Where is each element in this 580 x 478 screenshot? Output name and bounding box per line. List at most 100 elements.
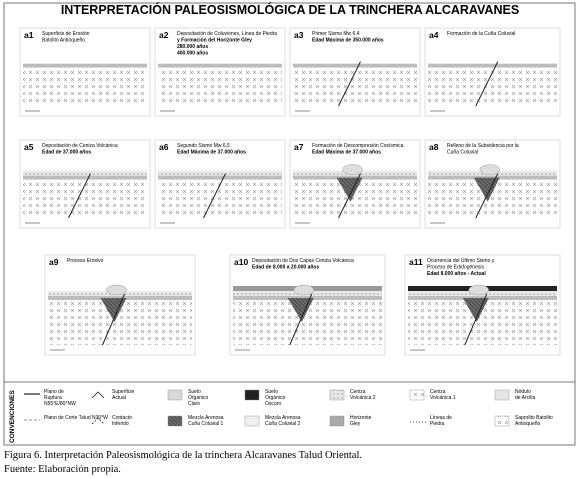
panel-text: Edad 8.000 años - Actual [427,271,486,277]
legend-label: Orgánico [188,395,209,401]
panel-text: Edad de 37.000 años [42,150,91,156]
gley-layer [23,175,147,180]
legend-label: Líneas de [430,415,452,421]
gley-layer [158,175,282,180]
legend-label: Contacto [112,415,132,421]
legend-label: Suelo [265,389,278,395]
ash-layer [23,170,147,176]
panel-label: a9 [49,257,59,267]
clay-nodule [293,284,314,296]
saprolite [158,67,282,106]
legend-swatch [91,391,105,399]
panel-text: Primer Sismo Mw 6,4 [312,31,360,37]
panel-text: Batolito Antioqueño [42,38,85,44]
panel: a9 Proceso Erosivo [44,254,196,356]
legend-heading: CONVENCIONES [9,390,16,443]
legend-label: Mezcla Arenosa [188,415,224,421]
panel-text: Cuña Coluvial [447,150,478,156]
fault-plane [68,173,91,219]
panel-text: Relleno de la Subsidencia por la [447,143,519,149]
panel-label: a5 [24,142,34,152]
legend-label: Inferido [112,421,129,427]
legend-label: Orgánico [265,395,286,401]
saprolite [23,67,147,106]
caption-source: Fuente: Elaboración propia. [4,464,121,475]
panel-text: Depositación de Coluviones, Línea de Pie… [177,31,277,37]
panel-text: Formación de Descompresión Cosísmica [312,143,404,149]
legend-label: Oscuro [265,401,281,407]
legend-swatch [494,415,510,427]
ash-layer [158,170,282,176]
fault-plane [289,293,313,346]
legend-swatch [494,389,510,401]
panel-label: a2 [159,30,169,40]
panel-text: Superficie de Erosión [42,31,90,37]
panel-text: Edad Máxima de 37.000 años [177,150,246,156]
fault-plane [475,173,499,219]
caption: Figura 6. Interpretación Paleosismológic… [4,450,362,461]
legend-swatch [329,389,345,401]
fault-plane [338,61,361,107]
panel-text: Proceso de Edafogénesis [427,265,484,271]
legend-label: Suelo [188,389,201,395]
legend-label: N55°E/80°NW [44,401,76,407]
fault-plane [464,293,488,346]
gley-layer [428,63,557,68]
legend-label: Nódulo [515,389,531,395]
saprolite [23,179,147,218]
panel-text: 400.000 años [177,51,208,57]
legend-label: Plano de [44,389,64,395]
legend-label: Actual [112,395,126,401]
panel-label: a4 [429,30,439,40]
panel-label: a11 [409,257,423,267]
panel: a4 Formación de la Cuña Coluvial [424,27,561,117]
panel-label: a8 [429,142,439,152]
panel-label: a3 [294,30,304,40]
legend-label: Ceniza [350,389,366,395]
legend-label: Mezcla Arenosa [265,415,301,421]
legend-label: Claro [188,401,200,407]
legend-label: Cuña Coluvial 1 [188,421,224,427]
saprolite [293,67,417,106]
legend-swatch [244,415,260,427]
legend-label: Ruptura [44,395,62,401]
legend-label: Volcánica 1 [430,395,456,401]
clay-nodule [342,164,363,175]
figure-frame [3,2,576,446]
panel-text: Edad Máxima de 37.000 años [312,150,381,156]
legend-label: Superficie [112,389,134,395]
gley-layer [293,63,417,68]
legend-label: Gley [350,421,361,427]
legend-swatch [167,389,183,401]
panel-text: Depositación de Ceniza Volcánica [42,143,118,149]
legend-swatch [167,415,183,427]
legend-swatch [91,417,105,425]
clay-nodule [106,284,127,296]
legend-label: Piedra [430,421,445,427]
panel: a7 Formación de Descompresión CosísmicaEd… [289,139,421,229]
legend-swatch [409,389,425,401]
legend-swatch [329,415,345,427]
fault-plane [102,293,125,346]
panel-label: a1 [24,30,34,40]
clay-nodule [468,284,489,296]
figure-title: INTERPRETACIÓN PALEOSISMOLÓGICA DE LA TR… [61,2,519,17]
panel-text: Depositación de Dos Capas Ceniza Volcáni… [252,258,354,264]
legend-label: Cuña Coluvial 2 [265,421,301,427]
panel-text: Edad de 8.000 a 20.000 años [252,265,319,271]
panel-label: a7 [294,142,304,152]
panel-label: a10 [234,257,248,267]
fault-plane [338,173,361,219]
panel-text: Ocurrencia del Último Sismo y [427,257,495,264]
fault-plane [203,173,226,219]
panel: a11 Ocurrencia del Último Sismo yProceso … [404,254,561,356]
panel: a2 Depositación de Coluviones, Línea de P… [154,27,286,117]
panel-text: Segundo Sismo Mw 6,5 [177,143,230,149]
legend-label: Antioqueño [515,421,541,427]
